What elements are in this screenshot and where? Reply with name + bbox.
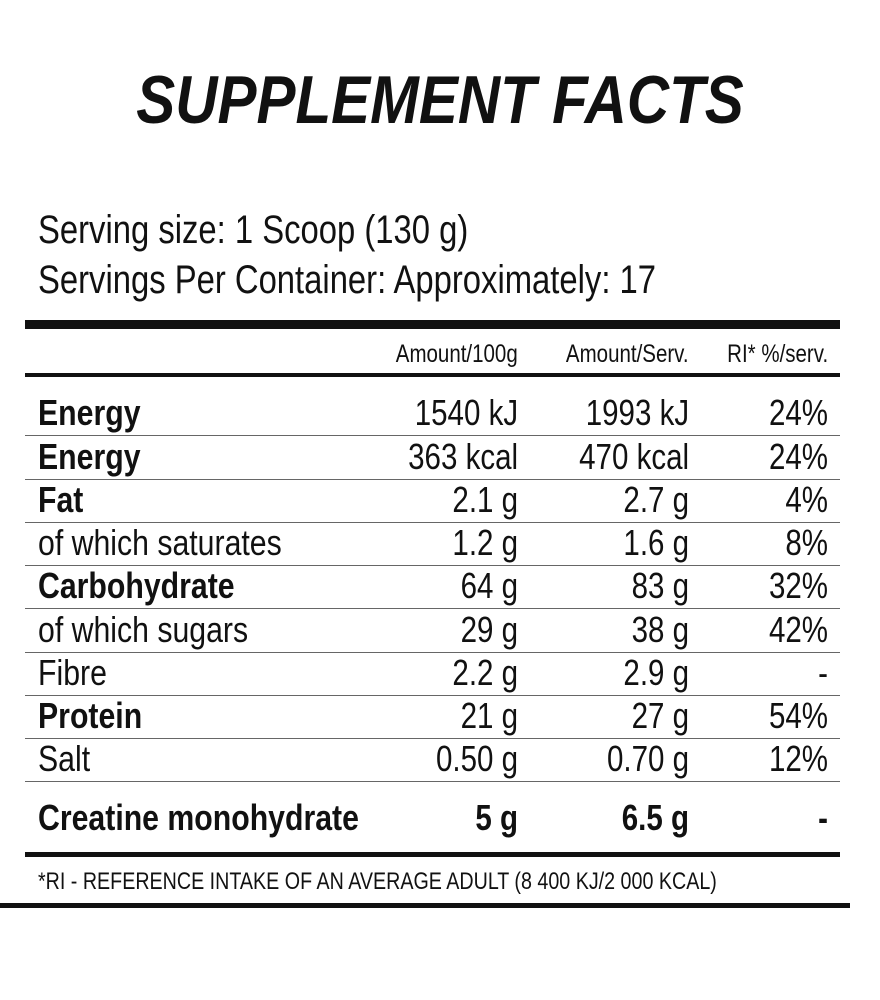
row-value: 8% bbox=[785, 522, 828, 563]
row-divider bbox=[25, 695, 840, 696]
footer-rule bbox=[0, 903, 850, 908]
row-divider bbox=[25, 781, 840, 782]
row-divider bbox=[25, 608, 840, 609]
row-value: 2.9 g bbox=[623, 652, 689, 693]
row-divider bbox=[25, 479, 840, 480]
row-value: 54% bbox=[768, 695, 828, 736]
row-label: Energy bbox=[38, 436, 141, 477]
row-divider bbox=[25, 522, 840, 523]
serving-size: Serving size: 1 Scoop (130 g) bbox=[38, 208, 469, 252]
footnote: *RI - REFERENCE INTAKE OF AN AVERAGE ADU… bbox=[38, 868, 717, 895]
column-header: Amount/100g bbox=[396, 340, 518, 368]
row-divider bbox=[25, 738, 840, 739]
column-header: RI* %/serv. bbox=[726, 340, 828, 368]
row-value: 29 g bbox=[460, 609, 518, 650]
row-value: 27 g bbox=[631, 695, 689, 736]
row-divider bbox=[25, 652, 840, 653]
row-value: - bbox=[818, 652, 828, 693]
row-divider bbox=[25, 565, 840, 566]
servings-per-container: Servings Per Container: Approximately: 1… bbox=[38, 258, 657, 302]
title: SUPPLEMENT FACTS bbox=[136, 62, 744, 138]
header-rule bbox=[25, 373, 840, 377]
row-label: Salt bbox=[38, 738, 91, 779]
row-value: 42% bbox=[768, 609, 828, 650]
row-value: 4% bbox=[785, 479, 828, 520]
row-label: Protein bbox=[38, 695, 143, 736]
row-value: 2.7 g bbox=[623, 479, 689, 520]
row-value: 5 g bbox=[475, 797, 518, 838]
row-value: 24% bbox=[768, 392, 828, 433]
row-label: Fat bbox=[38, 479, 84, 520]
row-value: 1993 kJ bbox=[585, 392, 689, 433]
row-label: of which sugars bbox=[38, 609, 249, 650]
row-value: 12% bbox=[768, 738, 828, 779]
row-value: 6.5 g bbox=[621, 797, 689, 838]
row-value: 21 g bbox=[460, 695, 518, 736]
row-value: 24% bbox=[768, 436, 828, 477]
row-value: 0.50 g bbox=[435, 738, 518, 779]
row-value: 32% bbox=[768, 565, 828, 606]
row-value: 2.1 g bbox=[452, 479, 518, 520]
row-value: 363 kcal bbox=[408, 436, 518, 477]
row-value: 2.2 g bbox=[452, 652, 518, 693]
row-value: 64 g bbox=[460, 565, 518, 606]
top-rule bbox=[25, 320, 840, 329]
row-label: Carbohydrate bbox=[38, 565, 235, 606]
row-label: Energy bbox=[38, 392, 141, 433]
row-label: of which saturates bbox=[38, 522, 282, 563]
row-value: 38 g bbox=[631, 609, 689, 650]
row-value: 83 g bbox=[631, 565, 689, 606]
row-divider bbox=[25, 435, 840, 436]
row-value: 470 kcal bbox=[579, 436, 689, 477]
row-label: Creatine monohydrate bbox=[38, 797, 359, 838]
row-value: 0.70 g bbox=[606, 738, 689, 779]
row-value: - bbox=[818, 797, 828, 838]
column-header: Amount/Serv. bbox=[566, 340, 689, 368]
row-value: 1540 kJ bbox=[414, 392, 518, 433]
row-value: 1.6 g bbox=[623, 522, 689, 563]
bottom-rule bbox=[25, 852, 840, 857]
row-label: Fibre bbox=[38, 652, 107, 693]
row-value: 1.2 g bbox=[452, 522, 518, 563]
